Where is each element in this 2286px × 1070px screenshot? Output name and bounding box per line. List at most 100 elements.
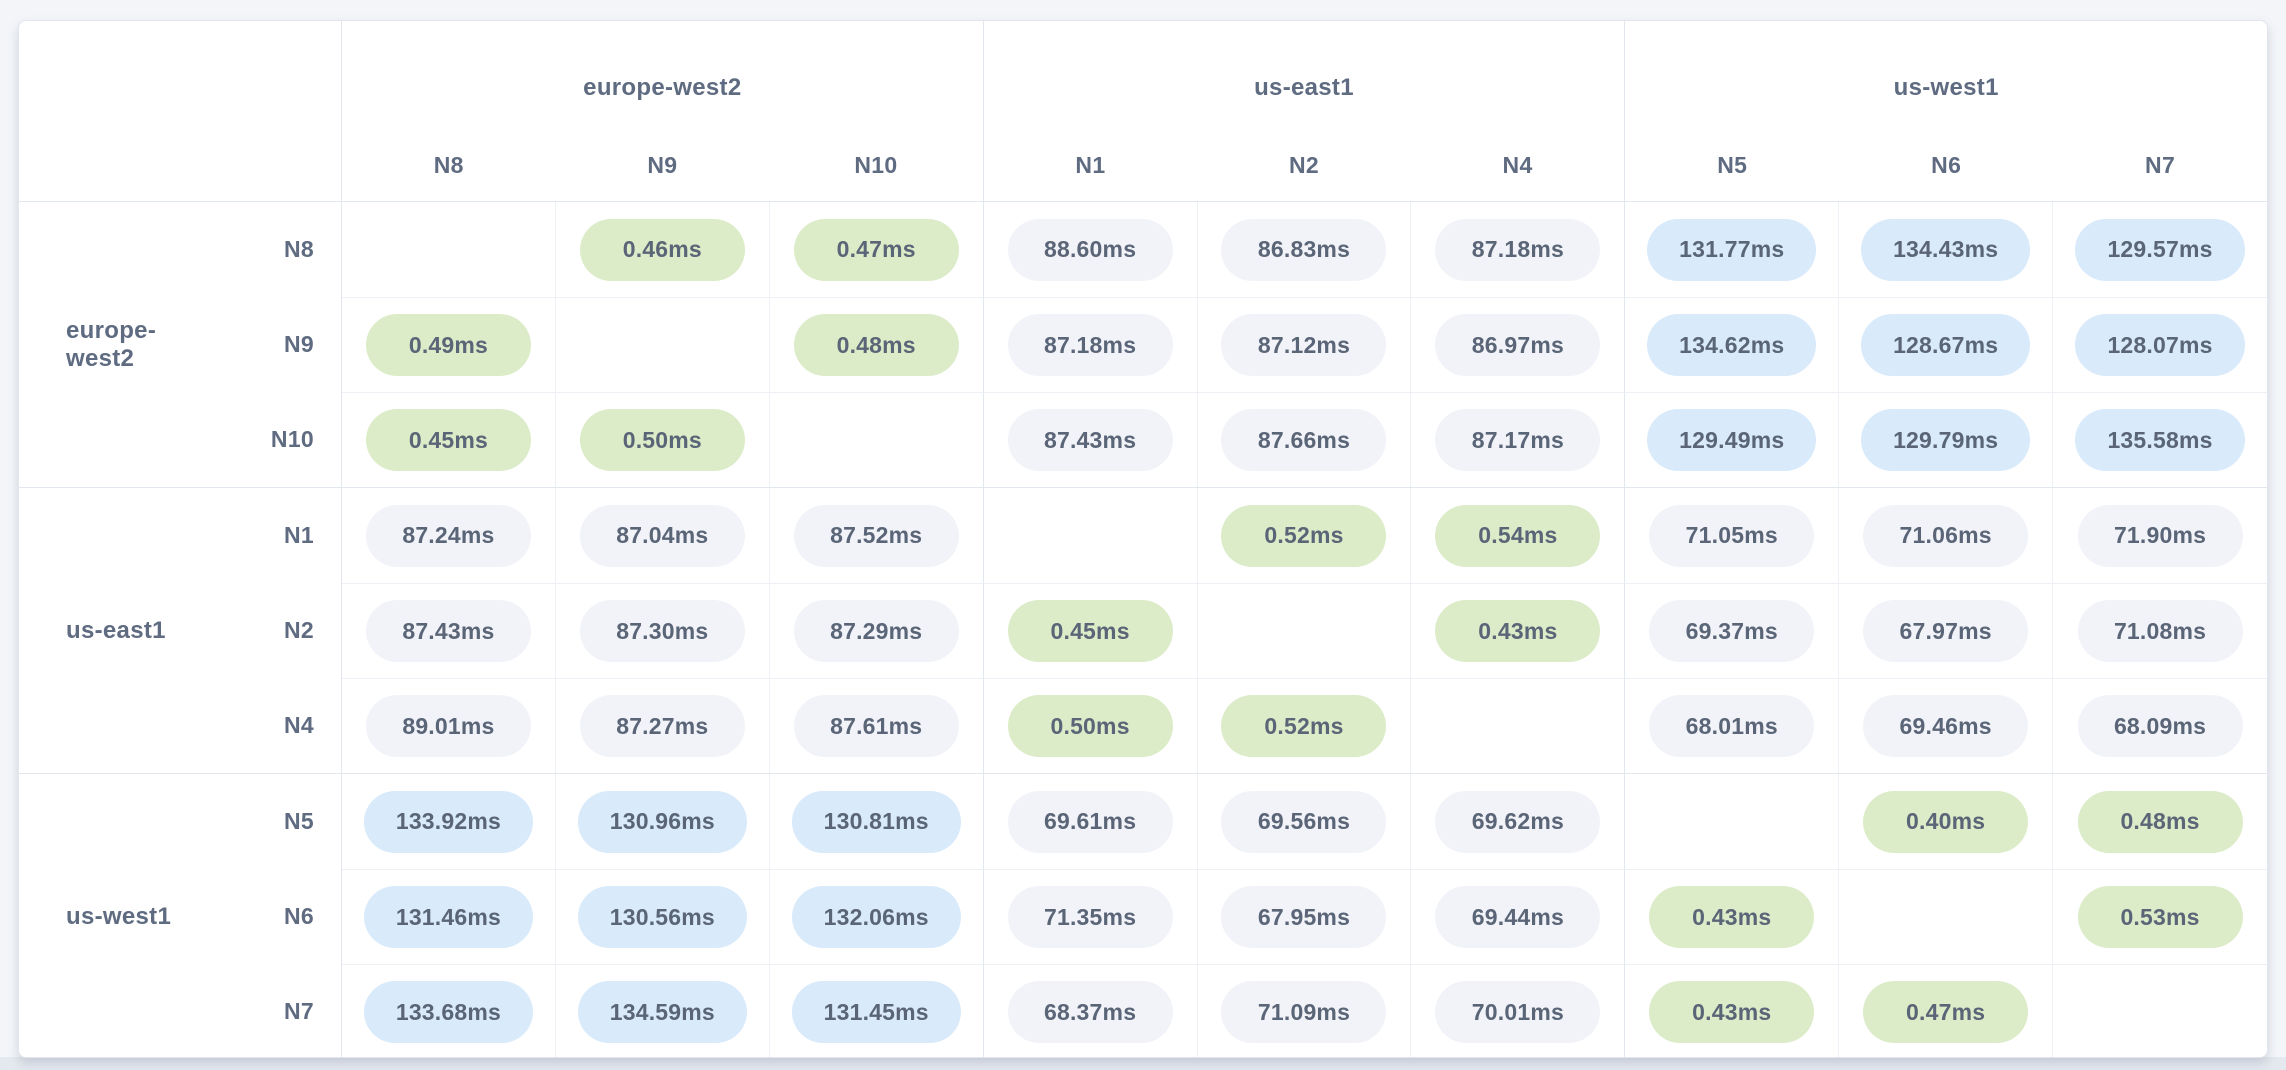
latency-cell-N2-N6: 67.97ms (1839, 583, 2054, 678)
latency-cell-N8-N2: 86.83ms (1198, 202, 1412, 297)
latency-cell-N6-N7: 0.53ms (2053, 869, 2267, 964)
row-header-N9: N9 (189, 297, 342, 392)
latency-value-pill: 87.43ms (365, 600, 531, 662)
column-group-us-east1: us-east1 N1 N2 N4 (984, 21, 1626, 201)
latency-cell-N1-N8: 87.24ms (342, 488, 556, 583)
latency-cell-N10-N2: 87.66ms (1197, 392, 1412, 487)
latency-cell-N8-N6: 134.43ms (1839, 202, 2054, 297)
latency-value-pill: 67.97ms (1863, 600, 2029, 662)
latency-cell-N2-N7: 71.08ms (2053, 583, 2267, 678)
latency-cell-N4-N2: 0.52ms (1197, 678, 1412, 773)
latency-value-pill: 68.09ms (2077, 695, 2243, 757)
latency-cell-N10-N4: 87.17ms (1411, 392, 1626, 487)
latency-cell-N4-N8: 89.01ms (342, 678, 556, 773)
latency-cell-N4-N10: 87.61ms (769, 678, 984, 773)
latency-cell-N7-N6: 0.47ms (1839, 964, 2054, 1057)
latency-cell-N9-N2: 87.12ms (1197, 297, 1412, 392)
latency-cell-N7-N5: 0.43ms (1625, 964, 1840, 1057)
latency-value-pill: 71.09ms (1221, 981, 1387, 1043)
latency-cell-N9-N5: 134.62ms (1625, 297, 1840, 392)
latency-value-pill: 129.49ms (1647, 409, 1817, 471)
latency-cell-N6-N2: 67.95ms (1197, 869, 1412, 964)
row-header-N10: N10 (189, 392, 342, 487)
latency-value-pill: 68.37ms (1007, 981, 1173, 1043)
latency-cell-N2-N2 (1197, 583, 1412, 678)
latency-value-pill: 0.49ms (365, 314, 531, 376)
latency-cell-N5-N10: 130.81ms (770, 774, 984, 869)
column-header-N5: N5 (1717, 151, 1748, 178)
latency-value-pill: 130.81ms (791, 790, 961, 853)
latency-cell-N8-N9: 0.46ms (556, 202, 770, 297)
latency-cell-N4-N7: 68.09ms (2053, 678, 2267, 773)
row-group-europe-west2: europe-west2 N8 0.46ms 0.47ms 88.60ms 86.83ms… (19, 202, 2267, 487)
latency-cell-N8-N10: 0.47ms (770, 202, 984, 297)
latency-cell-N5-N8: 133.92ms (342, 774, 556, 869)
latency-cell-N4-N6: 69.46ms (1839, 678, 2054, 773)
latency-value-pill: 87.12ms (1221, 314, 1387, 376)
latency-value-pill: 0.46ms (579, 218, 745, 281)
row-header-N5: N5 (189, 774, 342, 869)
latency-cell-N2-N5: 69.37ms (1625, 583, 1840, 678)
latency-cell-N10-N10 (769, 392, 984, 487)
latency-value-pill: 0.43ms (1435, 600, 1601, 662)
latency-value-pill: 69.37ms (1649, 600, 1815, 662)
latency-value-pill: 67.95ms (1221, 886, 1387, 948)
latency-cell-N10-N9: 0.50ms (555, 392, 770, 487)
latency-cell-N2-N1: 0.45ms (983, 583, 1198, 678)
latency-value-pill: 89.01ms (365, 695, 531, 757)
latency-value-pill: 131.46ms (363, 886, 534, 948)
row-header-N2: N2 (189, 583, 342, 678)
latency-cell-N1-N2: 0.52ms (1198, 488, 1412, 583)
column-group-europe-west2: europe-west2 N8 N9 N10 (342, 21, 984, 201)
column-header-N9: N9 (647, 151, 678, 178)
latency-value-pill: 71.35ms (1007, 886, 1173, 948)
latency-cell-N1-N7: 71.90ms (2053, 488, 2267, 583)
latency-value-pill: 0.53ms (2077, 886, 2243, 948)
latency-value-pill: 0.43ms (1649, 981, 1815, 1043)
latency-cell-N8-N4: 87.18ms (1411, 202, 1626, 297)
latency-cell-N5-N5 (1625, 774, 1840, 869)
latency-cell-N7-N2: 71.09ms (1197, 964, 1412, 1057)
latency-value-pill: 0.47ms (793, 218, 959, 281)
latency-cell-N9-N9 (555, 297, 770, 392)
row-header-N6: N6 (189, 869, 342, 964)
latency-value-pill: 0.45ms (1007, 600, 1173, 662)
latency-value-pill: 69.56ms (1221, 790, 1387, 853)
latency-cell-N1-N9: 87.04ms (556, 488, 770, 583)
latency-cell-N1-N6: 71.06ms (1839, 488, 2054, 583)
latency-value-pill: 87.27ms (579, 695, 745, 757)
latency-cell-N8-N5: 131.77ms (1625, 202, 1840, 297)
latency-matrix-card: europe-west2 N8 N9 N10 us-east1 N1 N2 N4 us-west… (18, 20, 2268, 1058)
row-group-us-west1: us-west1 N5 133.92ms 130.96ms 130.81ms 69.61m… (19, 773, 2267, 1057)
latency-value-pill: 69.62ms (1435, 790, 1601, 853)
latency-value-pill: 0.47ms (1863, 981, 2029, 1043)
latency-cell-N6-N9: 130.56ms (555, 869, 770, 964)
latency-value-pill: 86.83ms (1221, 218, 1387, 281)
latency-value-pill: 71.90ms (2077, 504, 2243, 567)
column-header-N1: N1 (1075, 151, 1106, 178)
latency-value-pill: 134.59ms (577, 981, 747, 1043)
latency-cell-N6-N5: 0.43ms (1625, 869, 1840, 964)
latency-value-pill: 131.45ms (791, 981, 961, 1043)
latency-cell-N4-N5: 68.01ms (1625, 678, 1840, 773)
latency-cell-N9-N1: 87.18ms (983, 297, 1198, 392)
latency-value-pill: 87.24ms (365, 504, 531, 567)
latency-value-pill: 71.06ms (1863, 504, 2029, 567)
latency-cell-N6-N6 (1839, 869, 2054, 964)
latency-cell-N2-N9: 87.30ms (555, 583, 770, 678)
column-node-labels: N5 N6 N7 (1625, 129, 2267, 201)
latency-value-pill: 134.43ms (1861, 218, 2031, 281)
latency-value-pill: 69.44ms (1435, 886, 1601, 948)
latency-value-pill: 129.57ms (2075, 218, 2245, 281)
latency-cell-N8-N8 (342, 202, 556, 297)
latency-value-pill: 87.18ms (1435, 218, 1601, 281)
column-header-N7: N7 (2145, 151, 2176, 178)
latency-cell-N7-N1: 68.37ms (983, 964, 1198, 1057)
latency-value-pill: 69.46ms (1863, 695, 2029, 757)
latency-cell-N10-N6: 129.79ms (1839, 392, 2054, 487)
latency-cell-N2-N8: 87.43ms (342, 583, 556, 678)
latency-value-pill: 0.50ms (1007, 695, 1173, 757)
latency-cell-N9-N8: 0.49ms (342, 297, 556, 392)
latency-cell-N5-N6: 0.40ms (1839, 774, 2054, 869)
latency-cell-N4-N1: 0.50ms (983, 678, 1198, 773)
